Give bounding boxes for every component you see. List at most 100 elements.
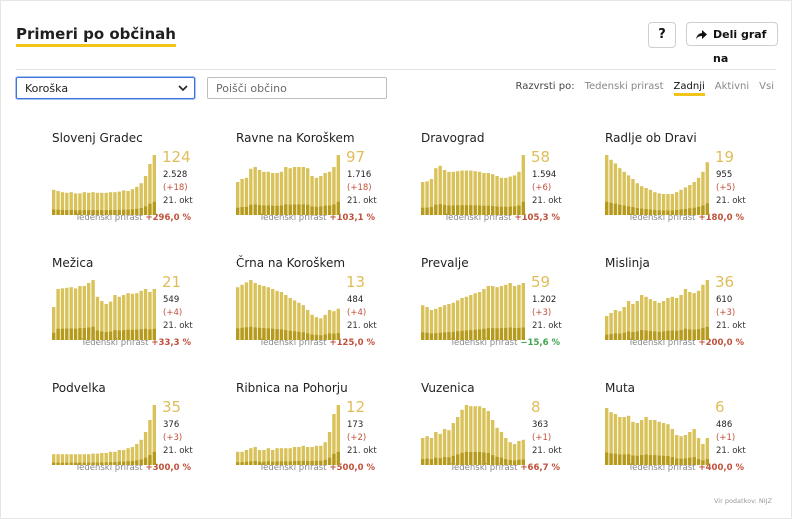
sparkline-bar-base [661,331,666,340]
data-date: 21. okt [716,321,746,331]
sparkline-bar [126,191,130,215]
sparkline-bar [249,280,253,340]
sparkline-bar [521,155,525,215]
weekly-growth: Tedenski prirast +105,3 % [444,213,560,223]
sparkline-bar-base [69,209,73,215]
sparkline-bar [130,189,135,215]
sparkline-bar-base [499,206,504,215]
sparkline-bar [482,408,486,465]
sparkline-bar-base [486,328,491,340]
sparkline-bar-base [279,205,284,215]
sparkline-bar-base [288,461,292,465]
sparkline-bar-base [113,462,117,465]
sparkline-bar-base [314,206,319,215]
municipality-card: Prevalje 59 1.202 (+3) 21. okt Tedenski prira… [421,256,591,366]
sparkline-bar-base [644,454,648,465]
sparkline-bar-base [244,461,249,465]
municipality-name: Mislinja [605,256,650,270]
sparkline-bar [421,438,425,465]
sparkline-bar [244,450,249,465]
sparkline-bar [69,287,73,340]
daily-change: (+5) [716,183,736,193]
sparkline-bar [661,423,666,465]
daily-change: (+1) [716,433,736,443]
sort-option-weekly-growth[interactable]: Tedenski prirast [584,81,664,92]
sparkline-bar-base [666,210,670,215]
weekly-growth-value: +180,0 % [698,213,744,223]
sparkline-bar [425,307,429,340]
sparkline-bar [56,191,60,215]
weekly-growth-label: Tedenski prirast [259,463,327,473]
sparkline-bar-base [122,209,126,215]
weekly-growth-label: Tedenski prirast [75,463,143,473]
municipality-name: Podvelka [52,381,106,395]
sparkline-bar-base [451,455,456,465]
sparkline-bar-base [148,203,152,215]
sparkline-bar-base [495,456,499,465]
help-button[interactable]: ? [648,22,676,48]
municipality-search-input[interactable] [207,77,387,99]
sparkline-bar-base [249,204,253,215]
municipality-name: Prevalje [421,256,469,270]
share-arrow-icon [696,30,707,40]
sparkline-bar [314,317,319,340]
sparkline-bar [314,445,319,465]
sparkline-bar [108,451,113,465]
sparkline-bar-base [279,329,284,340]
sparkline-bar [297,447,301,465]
sparkline-bar-base [306,461,310,465]
share-button[interactable]: Deli graf na [686,22,778,65]
weekly-growth-value: +105,3 % [514,213,560,223]
sparkline-bar-base [65,210,69,215]
municipality-card: Črna na Koroškem 13 484 (+4) 21. okt Tedenski… [236,256,406,366]
sparkline-bar [113,295,117,340]
sparkline-bar-base [640,455,644,465]
sparkline-bar-base [117,461,122,465]
sparkline-bar-base [495,206,499,215]
sparkline-bar [262,171,266,215]
sparkline-bar-base [618,333,622,340]
total-cases: 486 [716,420,733,430]
sparkline-bar-base [319,460,323,465]
total-cases: 173 [347,420,364,430]
sparkline-bar [517,284,521,340]
sort-option-latest[interactable]: Zadnji [673,81,705,96]
latest-cases: 97 [346,148,366,166]
weekly-growth-label: Tedenski prirast [628,213,696,223]
sparkline-bar [688,185,692,215]
sparkline-bar [473,293,477,340]
sparkline-bar [292,300,297,340]
sparkline-bar [104,453,108,465]
sparkline-bar-base [688,329,692,340]
weekly-growth: Tedenski prirast +125,0 % [259,338,375,348]
sparkline-bar-base [148,455,152,465]
region-select[interactable]: Koroška [16,77,195,99]
sparkline-bar-base [152,201,156,215]
sparkline-bar [456,171,460,215]
sparkline-bar [701,444,705,465]
total-cases: 1.202 [532,295,557,305]
sparkline-bar [148,292,152,340]
municipality-card: Mislinja 36 610 (+3) 21. okt Tedenski prirast… [605,256,775,366]
sparkline-bar [657,421,661,465]
sparkline-bar-base [323,205,327,215]
sort-option-active[interactable]: Aktivni [714,81,750,92]
sparkline-bar [327,171,332,215]
sort-option-all[interactable]: Vsi [759,81,774,92]
sparkline-bar-base [692,207,696,215]
sparkline-bar [284,167,288,215]
sparkline-bar [271,450,275,465]
sparkline-bar-base [688,457,692,465]
sparkline-bar-base [253,327,257,340]
sparkline-bar-base [701,205,705,215]
sparkline-bar-base [447,205,451,215]
sparkline-bar-base [244,327,249,340]
sparkline-bar-base [244,206,249,215]
sparkline-bar [332,414,336,465]
daily-change: (+6) [532,183,552,193]
sparkline-bar [609,412,613,465]
sparkline-bar-base [139,329,143,340]
municipality-name: Muta [605,381,636,395]
sparkline-bar [91,453,95,465]
sparkline-bar [442,170,447,215]
